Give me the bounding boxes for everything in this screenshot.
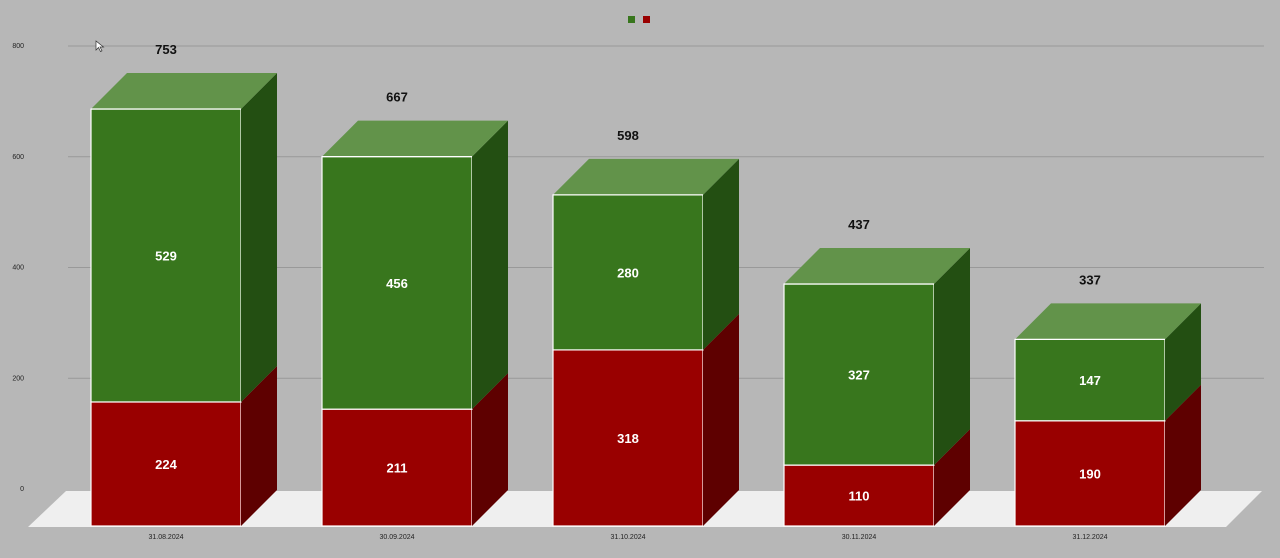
segment-value-label: 280 (617, 265, 639, 280)
bar-top-face (784, 248, 970, 285)
bar-top-face (322, 120, 508, 157)
segment-value-label: 318 (617, 431, 639, 446)
cursor-icon (95, 40, 105, 52)
segment-value-label: 110 (849, 489, 870, 504)
bar-segment (321, 408, 473, 527)
x-category-label: 31.10.2024 (610, 534, 645, 541)
y-tick-label: 0 (20, 486, 24, 493)
legend-swatch (643, 16, 650, 23)
x-category-label: 31.12.2024 (1072, 534, 1107, 541)
bar-segment (1014, 420, 1166, 527)
legend-swatch (628, 16, 635, 23)
segment-value-label: 211 (387, 461, 408, 476)
bar-side-face (934, 248, 970, 466)
bar-top-face (91, 73, 277, 110)
bar-segment (552, 349, 704, 527)
bar-side-face (1165, 303, 1201, 421)
bar-side-face (241, 73, 277, 402)
segment-value-label: 147 (1079, 373, 1101, 388)
segment-value-label: 529 (155, 248, 177, 263)
y-tick-label: 400 (12, 265, 24, 272)
bar-segment (321, 156, 473, 410)
bar-segment (1014, 338, 1166, 422)
bar-side-face (472, 373, 508, 526)
bar-side-face (1165, 384, 1201, 526)
total-value-label: 437 (848, 217, 870, 232)
bar-top-face (553, 158, 739, 195)
bar-segment (783, 464, 935, 527)
segment-value-label: 456 (386, 276, 408, 291)
total-value-label: 753 (155, 42, 177, 57)
y-tick-label: 600 (12, 154, 24, 161)
bar-segment (552, 194, 704, 351)
bar-side-face (241, 365, 277, 526)
total-value-label: 667 (386, 90, 408, 105)
segment-value-label: 224 (155, 457, 177, 472)
x-category-label: 30.09.2024 (379, 534, 414, 541)
bar-side-face (703, 158, 739, 350)
x-category-label: 30.11.2024 (842, 534, 877, 541)
y-tick-label: 200 (12, 375, 24, 382)
x-category-label: 31.08.2024 (148, 534, 183, 541)
total-value-label: 598 (617, 128, 639, 143)
bar-top-face (1015, 303, 1201, 340)
segment-value-label: 190 (1079, 466, 1101, 481)
bar-segment (90, 108, 242, 403)
bar-segment (90, 401, 242, 527)
segment-value-label: 327 (848, 368, 870, 383)
total-value-label: 337 (1079, 272, 1101, 287)
bar-side-face (472, 120, 508, 410)
bar-side-face (703, 313, 739, 526)
bar-side-face (934, 429, 970, 526)
y-tick-label: 800 (12, 43, 24, 50)
bar-segment (783, 283, 935, 466)
